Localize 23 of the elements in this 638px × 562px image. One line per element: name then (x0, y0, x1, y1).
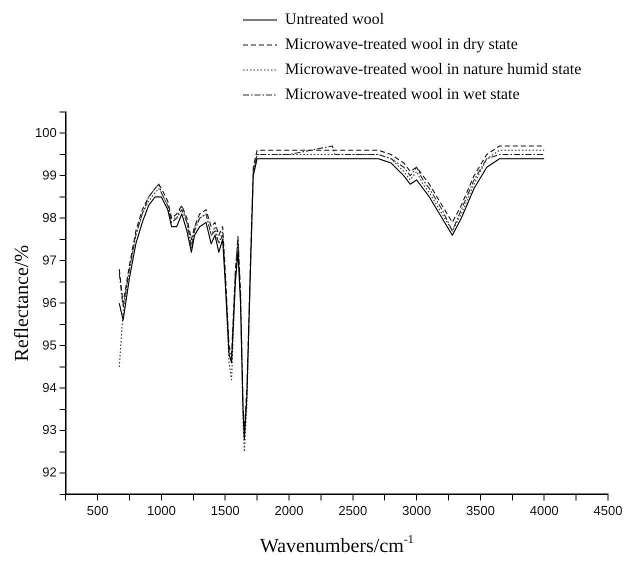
y-tick-label: 92 (42, 464, 57, 480)
x-tick-label: 3500 (466, 502, 495, 518)
y-tick-label: 100 (34, 124, 57, 140)
x-tick-label: 4500 (594, 502, 622, 518)
x-tick-label: 3000 (402, 502, 432, 518)
y-tick-label: 98 (42, 210, 57, 225)
x-tick-label: 2000 (274, 502, 304, 518)
y-tick-label: 96 (42, 294, 57, 310)
y-tick-label: 99 (42, 167, 57, 182)
legend-label: Microwave-treated wool in wet state (285, 86, 520, 104)
legend-label: Untreated wool (285, 11, 385, 28)
x-tick-label: 4000 (530, 502, 559, 518)
x-tick-label: 1000 (146, 502, 176, 518)
y-tick-label: 94 (42, 380, 57, 395)
x-tick-label: 1500 (210, 502, 240, 518)
y-axis-title: Reflectance/% (11, 244, 33, 362)
y-tick-label: 93 (42, 422, 57, 438)
y-tick-label: 97 (42, 252, 57, 268)
x-tick-label: 2500 (338, 502, 368, 518)
legend-label: Microwave-treated wool in nature humid state (285, 61, 582, 78)
legend-label: Microwave-treated wool in dry state (285, 36, 518, 54)
y-tick-label: 95 (42, 337, 57, 352)
x-tick-label: 500 (86, 502, 108, 518)
